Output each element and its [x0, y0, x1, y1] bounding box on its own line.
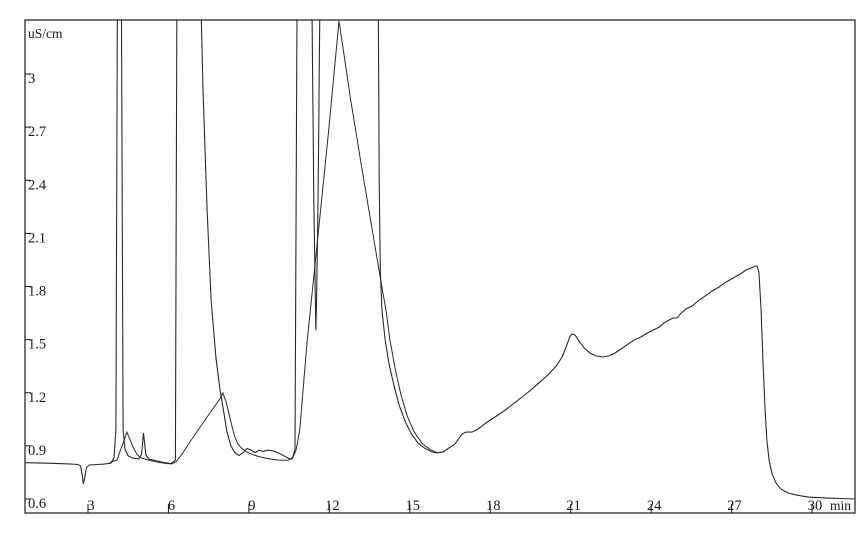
x-tick-label: 21	[566, 498, 581, 514]
plot-border	[24, 19, 856, 514]
x-tick-label: 27	[727, 498, 742, 514]
y-tick-label: 1.8	[28, 284, 46, 300]
x-tick-label: 3	[87, 498, 94, 514]
y-tick-label: 1.5	[28, 337, 46, 353]
x-tick-label: 15	[406, 498, 421, 514]
trace-sample	[25, 20, 855, 500]
x-tick-label: 6	[168, 498, 175, 514]
x-tick-label: 12	[325, 498, 340, 514]
trace-group	[25, 20, 855, 500]
y-axis-tick-labels: 0.6 0.9 1.2 1.5 1.8 2.1 2.4 2.7 3	[28, 71, 47, 512]
y-axis-unit-label: uS/cm	[28, 26, 63, 41]
y-tick-label: 3	[28, 71, 35, 87]
y-tick-label: 0.6	[28, 496, 46, 512]
y-tick-label: 2.7	[28, 124, 46, 140]
trace-overlay	[109, 20, 445, 465]
y-axis-ticks	[25, 73, 31, 500]
y-tick-label: 1.2	[28, 390, 46, 406]
x-tick-label: 18	[486, 498, 501, 514]
x-tick-label: 9	[248, 498, 255, 514]
x-tick-label: 30	[808, 498, 823, 514]
y-tick-label: 0.9	[28, 443, 46, 459]
x-axis-tick-labels: 3 6 9 12 15 18 21 24 27 30	[87, 498, 822, 514]
x-axis-unit-label: min	[830, 498, 851, 513]
y-tick-label: 2.4	[28, 177, 47, 193]
x-axis-ticks	[87, 504, 813, 513]
x-tick-label: 24	[647, 498, 662, 514]
y-tick-label: 2.1	[28, 230, 46, 246]
